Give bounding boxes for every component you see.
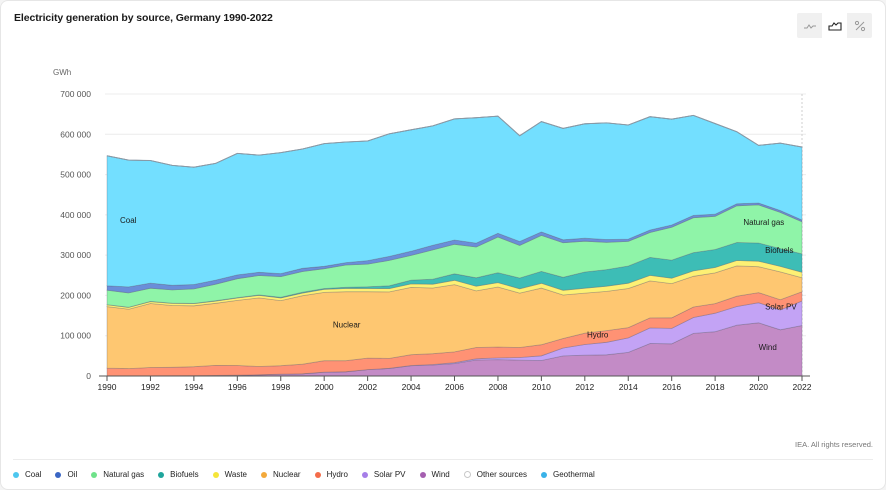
series-label-hydro: Hydro xyxy=(587,331,609,340)
legend-divider xyxy=(13,459,873,460)
legend-label: Other sources xyxy=(476,470,527,479)
legend-swatch xyxy=(212,471,219,478)
legend-label: Natural gas xyxy=(103,470,145,479)
series-label-solar-pv: Solar PV xyxy=(765,303,797,312)
series-label-wind: Wind xyxy=(759,343,777,352)
x-tick-label: 1996 xyxy=(228,382,247,392)
legend-label: Waste xyxy=(224,470,247,479)
y-tick-label: 400 000 xyxy=(60,210,91,220)
legend-swatch xyxy=(91,471,98,478)
legend-item-biofuels[interactable]: Biofuels xyxy=(158,470,199,479)
x-tick-label: 2022 xyxy=(793,382,812,392)
area-layers xyxy=(106,114,803,377)
legend-label: Geothermal xyxy=(552,470,595,479)
x-tick-label: 2004 xyxy=(402,382,421,392)
y-tick-label: 300 000 xyxy=(60,250,91,260)
legend-label: Biofuels xyxy=(170,470,199,479)
x-tick-label: 2000 xyxy=(315,382,334,392)
legend-item-oil[interactable]: Oil xyxy=(55,470,77,479)
stacked-area-chart: 0 100 000 200 000 300 000 400 000 500 000 600 … xyxy=(60,89,812,392)
percent-view-button[interactable] xyxy=(847,13,872,38)
legend-label: Coal xyxy=(25,470,42,479)
percent-icon xyxy=(854,20,865,31)
legend-swatch xyxy=(55,471,62,478)
area-view-button[interactable] xyxy=(822,13,847,38)
legend-label: Wind xyxy=(431,470,450,479)
x-tick-label: 2002 xyxy=(358,382,377,392)
area-chart-icon xyxy=(827,21,842,31)
legend-swatch xyxy=(158,471,165,478)
series-labels: Coal Nuclear Hydro Natural gas Biofuels Solar… xyxy=(120,216,797,352)
view-toggle xyxy=(797,13,872,38)
legend: Coal Oil Natural gas Biofuels Waste Nuclear Hy… xyxy=(13,470,609,479)
legend-item-solar-pv[interactable]: Solar PV xyxy=(361,470,406,479)
copyright-credit: IEA. All rights reserved. xyxy=(795,440,873,449)
line-chart-icon xyxy=(803,23,816,29)
legend-item-coal[interactable]: Coal xyxy=(13,470,41,479)
chart-title: Electricity generation by source, German… xyxy=(14,12,273,24)
legend-item-geothermal[interactable]: Geothermal xyxy=(540,470,595,479)
line-view-button[interactable] xyxy=(797,13,822,38)
x-tick-label: 1998 xyxy=(271,382,290,392)
legend-label: Nuclear xyxy=(273,470,301,479)
x-tick-label: 1992 xyxy=(141,382,160,392)
x-tick-label: 2006 xyxy=(445,382,464,392)
x-tick-label: 2012 xyxy=(575,382,594,392)
y-tick-label: 200 000 xyxy=(60,290,91,300)
series-label-natural-gas: Natural gas xyxy=(743,218,784,227)
legend-item-wind[interactable]: Wind xyxy=(419,470,450,479)
legend-label: Solar PV xyxy=(373,470,406,479)
legend-label: Oil xyxy=(67,470,78,479)
area-biofuels xyxy=(106,242,803,308)
legend-swatch xyxy=(13,471,19,478)
legend-swatch xyxy=(261,471,267,478)
x-tick-label: 2008 xyxy=(488,382,507,392)
legend-swatch xyxy=(314,471,321,478)
series-label-coal: Coal xyxy=(120,216,137,225)
x-tick-label: 2010 xyxy=(532,382,551,392)
y-tick-label: 100 000 xyxy=(60,331,91,341)
legend-swatch xyxy=(540,471,547,478)
x-tick-label: 2014 xyxy=(619,382,638,392)
x-tick-label: 2018 xyxy=(706,382,725,392)
legend-item-waste[interactable]: Waste xyxy=(212,470,247,479)
total-outline xyxy=(106,114,803,168)
x-tick-label: 1990 xyxy=(98,382,117,392)
legend-item-other-sources[interactable]: Other sources xyxy=(463,470,527,479)
y-tick-label: 700 000 xyxy=(60,89,91,99)
x-tick-label: 1994 xyxy=(184,382,203,392)
legend-item-nuclear[interactable]: Nuclear xyxy=(261,470,301,479)
x-axis: 1990 1992 1994 1996 1998 2000 2002 2004 2006 2008… xyxy=(98,375,812,392)
series-label-biofuels: Biofuels xyxy=(765,246,793,255)
legend-label: Hydro xyxy=(326,470,348,479)
legend-item-hydro[interactable]: Hydro xyxy=(314,470,348,479)
series-label-nuclear: Nuclear xyxy=(333,321,361,330)
legend-swatch xyxy=(463,471,471,478)
y-axis: 0 100 000 200 000 300 000 400 000 500 000 600 … xyxy=(60,89,91,381)
y-tick-label: 600 000 xyxy=(60,129,91,139)
y-axis-unit: GWh xyxy=(53,68,72,77)
legend-swatch xyxy=(419,471,426,478)
y-tick-label: 500 000 xyxy=(60,170,91,180)
x-tick-label: 2016 xyxy=(662,382,681,392)
x-tick-label: 2020 xyxy=(749,382,768,392)
legend-swatch xyxy=(361,471,368,478)
y-tick-label: 0 xyxy=(86,371,91,381)
legend-item-natural-gas[interactable]: Natural gas xyxy=(91,470,144,479)
